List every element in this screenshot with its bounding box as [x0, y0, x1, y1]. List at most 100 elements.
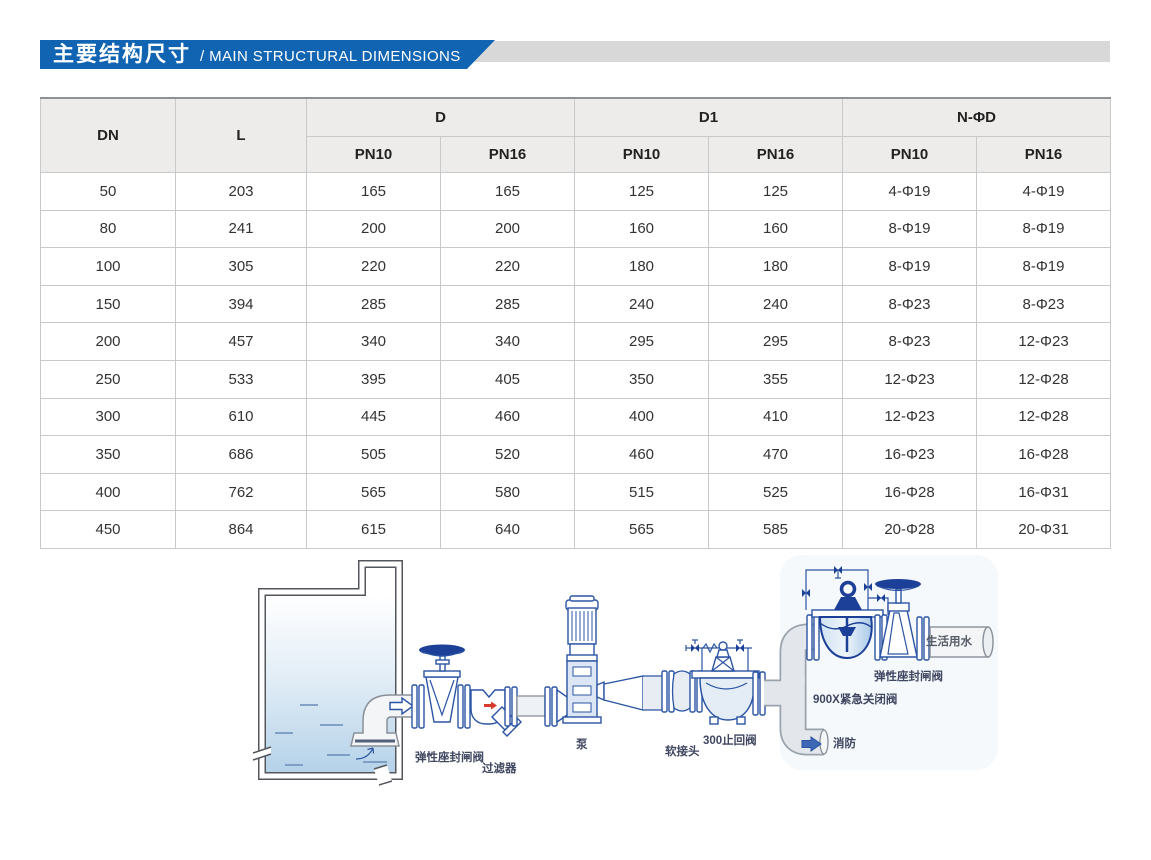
table-cell: 12-Φ23	[842, 397, 977, 437]
table-cell: 410	[708, 397, 843, 437]
col-header-l: L	[175, 97, 307, 173]
check-valve-300	[685, 639, 766, 725]
table-row: 300 610 445 460 400 410 12-Φ23 12-Φ28	[40, 397, 1112, 437]
table-cell: 8-Φ19	[975, 209, 1112, 249]
y-strainer	[470, 686, 571, 737]
sub-header-d1-pn16: PN16	[708, 136, 843, 173]
lifting-ring-icon	[839, 580, 857, 598]
table-cell: 250	[40, 359, 176, 399]
table-cell: 445	[306, 397, 441, 437]
table-cell: 200	[40, 322, 176, 361]
table-cell: 220	[440, 247, 575, 286]
table-cell: 285	[306, 284, 441, 324]
label-flexible-joint: 软接头	[665, 744, 700, 758]
table-cell: 686	[175, 435, 307, 474]
table-cell: 12-Φ23	[842, 359, 977, 399]
table-cell: 180	[574, 247, 709, 286]
table-cell: 100	[40, 247, 176, 286]
table-cell: 240	[574, 284, 709, 324]
table-row: 150 394 285 285 240 240 8-Φ23 8-Φ23	[40, 284, 1112, 324]
table-cell: 180	[708, 247, 843, 286]
suction-elbow-pipe	[350, 694, 415, 760]
table-row: 100 305 220 220 180 180 8-Φ19 8-Φ19	[40, 247, 1112, 286]
page-title-zh: 主要结构尺寸	[53, 43, 191, 66]
table-cell: 200	[440, 209, 575, 249]
table-cell: 16-Φ28	[975, 435, 1112, 474]
strainer-flow-arrow-icon	[484, 701, 497, 710]
label-domestic-water: 生活用水	[926, 634, 972, 648]
flow-arrow-icon	[389, 696, 415, 716]
table-cell: 80	[40, 209, 176, 249]
table-cell: 20-Φ31	[975, 510, 1112, 549]
break-mark-bottom	[373, 764, 393, 786]
table-cell: 395	[306, 359, 441, 399]
fire-outlet-end	[819, 729, 829, 755]
break-mark-left	[252, 746, 272, 761]
table-cell: 460	[440, 397, 575, 437]
sub-header-d1-pn10: PN10	[574, 136, 709, 173]
table-cell: 585	[708, 510, 843, 549]
table-cell: 12-Φ28	[975, 397, 1112, 437]
discharge-line	[596, 670, 703, 713]
table-cell: 8-Φ19	[975, 247, 1112, 286]
table-cell: 8-Φ23	[975, 284, 1112, 324]
table-row: 350 686 505 520 460 470 16-Φ23 16-Φ28	[40, 435, 1112, 474]
col-header-dn: DN	[40, 97, 176, 173]
table-cell: 640	[440, 510, 575, 549]
table-cell: 340	[440, 322, 575, 361]
table-cell: 470	[708, 435, 843, 474]
flexible-joint	[671, 670, 693, 712]
table-row: 200 457 340 340 295 295 8-Φ23 12-Φ23	[40, 322, 1112, 361]
table-cell: 400	[574, 397, 709, 437]
table-cell: 240	[708, 284, 843, 324]
banner-gray-bar	[452, 41, 1110, 62]
table-cell: 125	[574, 172, 709, 211]
table-cell: 203	[175, 172, 307, 211]
table-cell: 525	[708, 472, 843, 512]
label-pump: 泵	[576, 738, 588, 751]
outlet-gate-valve	[875, 579, 930, 661]
table-cell: 762	[175, 472, 307, 512]
table-cell: 505	[306, 435, 441, 474]
table-cell: 165	[306, 172, 441, 211]
col-group-d1: D1	[574, 97, 843, 137]
pilot-valve-icons	[802, 566, 885, 602]
table-cell: 160	[574, 209, 709, 249]
label-emergency-valve: 900X紧急关闭阀	[813, 692, 897, 706]
label-check-valve: 300止回阀	[703, 733, 757, 747]
table-cell: 610	[175, 397, 307, 437]
label-outlet-gate-valve: 弹性座封闸阀	[874, 669, 943, 683]
table-cell: 460	[574, 435, 709, 474]
sub-header-d-pn16: PN16	[440, 136, 575, 173]
col-group-d: D	[306, 97, 575, 137]
table-cell: 295	[574, 322, 709, 361]
table-cell: 16-Φ31	[975, 472, 1112, 512]
table-cell: 565	[574, 510, 709, 549]
table-row: 250 533 395 405 350 355 12-Φ23 12-Φ28	[40, 359, 1112, 399]
table-cell: 394	[175, 284, 307, 324]
table-cell: 12-Φ23	[975, 322, 1112, 361]
table-cell: 615	[306, 510, 441, 549]
water-tank	[252, 560, 403, 786]
table-cell: 220	[306, 247, 441, 286]
installation-diagram: 弹性座封闸阀 过滤器 泵 软接头 300止回阀 900X紧急关闭阀 弹性座封闸阀…	[252, 555, 998, 786]
sub-header-n-pn10: PN10	[842, 136, 977, 173]
table-cell: 400	[40, 472, 176, 512]
table-row: 80 241 200 200 160 160 8-Φ19 8-Φ19	[40, 209, 1112, 249]
label-strainer: 过滤器	[482, 761, 517, 775]
label-fire: 消防	[833, 736, 856, 750]
table-cell: 350	[574, 359, 709, 399]
table-cell: 355	[708, 359, 843, 399]
table-cell: 4-Φ19	[842, 172, 977, 211]
table-cell: 241	[175, 209, 307, 249]
table-row: 50 203 165 165 125 125 4-Φ19 4-Φ19	[40, 172, 1112, 211]
table-cell: 450	[40, 510, 176, 549]
table-cell: 8-Φ19	[842, 209, 977, 249]
table-header: DN L D D1 N-ΦD PN10 PN16 PN10 PN16 PN10 …	[40, 97, 1112, 173]
table-cell: 295	[708, 322, 843, 361]
table-cell: 12-Φ28	[975, 359, 1112, 399]
table-cell: 125	[708, 172, 843, 211]
table-cell: 515	[574, 472, 709, 512]
table-cell: 350	[40, 435, 176, 474]
